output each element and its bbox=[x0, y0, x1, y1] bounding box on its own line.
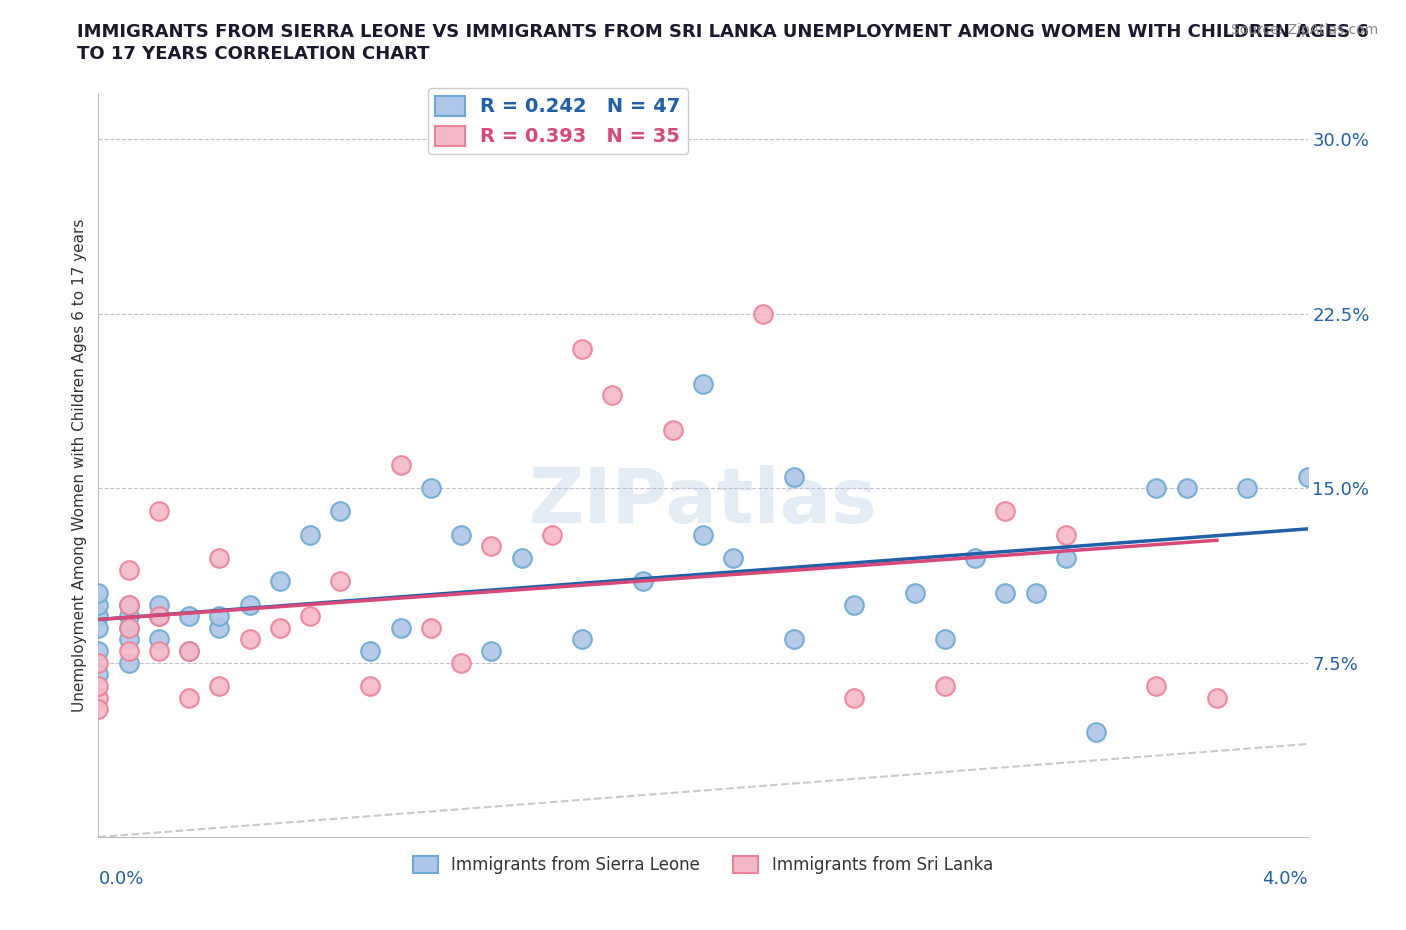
Point bbox=[1146, 679, 1168, 694]
Point bbox=[420, 481, 443, 496]
Point bbox=[118, 597, 141, 612]
Point bbox=[1146, 481, 1168, 496]
Point bbox=[844, 597, 866, 612]
Point bbox=[239, 597, 262, 612]
Point bbox=[87, 597, 110, 612]
Point bbox=[118, 656, 141, 671]
Point bbox=[602, 388, 624, 403]
Legend: Immigrants from Sierra Leone, Immigrants from Sri Lanka: Immigrants from Sierra Leone, Immigrants… bbox=[406, 849, 1000, 881]
Point bbox=[450, 527, 472, 542]
Point bbox=[1236, 481, 1258, 496]
Point bbox=[360, 679, 382, 694]
Point bbox=[208, 609, 231, 624]
Point bbox=[1296, 469, 1319, 484]
Point bbox=[389, 458, 412, 472]
Point bbox=[692, 376, 714, 391]
Point bbox=[299, 609, 322, 624]
Point bbox=[208, 679, 231, 694]
Point bbox=[1085, 725, 1108, 740]
Point bbox=[571, 341, 593, 356]
Text: 0.0%: 0.0% bbox=[98, 870, 143, 888]
Point bbox=[571, 632, 593, 647]
Point bbox=[179, 644, 201, 658]
Point bbox=[844, 690, 866, 705]
Point bbox=[148, 644, 170, 658]
Point bbox=[148, 597, 170, 612]
Point bbox=[783, 469, 806, 484]
Text: 4.0%: 4.0% bbox=[1263, 870, 1308, 888]
Point bbox=[723, 551, 745, 565]
Text: ZIPatlas: ZIPatlas bbox=[529, 465, 877, 539]
Point bbox=[148, 609, 170, 624]
Point bbox=[389, 620, 412, 635]
Point bbox=[87, 690, 110, 705]
Point bbox=[179, 609, 201, 624]
Point bbox=[692, 527, 714, 542]
Point bbox=[994, 586, 1017, 601]
Point bbox=[118, 620, 141, 635]
Point bbox=[1054, 551, 1077, 565]
Point bbox=[118, 632, 141, 647]
Point bbox=[179, 690, 201, 705]
Point bbox=[87, 679, 110, 694]
Point bbox=[87, 609, 110, 624]
Point bbox=[118, 620, 141, 635]
Point bbox=[510, 551, 533, 565]
Point bbox=[269, 574, 291, 589]
Point bbox=[1025, 586, 1047, 601]
Point bbox=[87, 644, 110, 658]
Point bbox=[239, 632, 262, 647]
Point bbox=[481, 644, 503, 658]
Point bbox=[661, 422, 683, 438]
Point bbox=[148, 632, 170, 647]
Point bbox=[481, 539, 503, 554]
Y-axis label: Unemployment Among Women with Children Ages 6 to 17 years: Unemployment Among Women with Children A… bbox=[72, 219, 87, 711]
Point bbox=[87, 667, 110, 682]
Point bbox=[934, 632, 956, 647]
Point bbox=[118, 644, 141, 658]
Point bbox=[631, 574, 654, 589]
Point bbox=[540, 527, 562, 542]
Point bbox=[360, 644, 382, 658]
Point bbox=[118, 597, 141, 612]
Point bbox=[783, 632, 806, 647]
Point bbox=[118, 609, 141, 624]
Point bbox=[208, 551, 231, 565]
Text: TO 17 YEARS CORRELATION CHART: TO 17 YEARS CORRELATION CHART bbox=[77, 45, 430, 62]
Point bbox=[87, 656, 110, 671]
Point bbox=[329, 574, 352, 589]
Point bbox=[1206, 690, 1229, 705]
Point bbox=[87, 702, 110, 717]
Point bbox=[965, 551, 987, 565]
Point bbox=[1175, 481, 1198, 496]
Point bbox=[179, 644, 201, 658]
Point bbox=[118, 562, 141, 577]
Point bbox=[1054, 527, 1077, 542]
Text: IMMIGRANTS FROM SIERRA LEONE VS IMMIGRANTS FROM SRI LANKA UNEMPLOYMENT AMONG WOM: IMMIGRANTS FROM SIERRA LEONE VS IMMIGRAN… bbox=[77, 23, 1369, 41]
Point bbox=[450, 656, 472, 671]
Point bbox=[934, 679, 956, 694]
Point bbox=[87, 620, 110, 635]
Point bbox=[208, 620, 231, 635]
Point bbox=[752, 307, 775, 322]
Text: Source: ZipAtlas.com: Source: ZipAtlas.com bbox=[1230, 23, 1378, 37]
Point bbox=[420, 620, 443, 635]
Point bbox=[994, 504, 1017, 519]
Point bbox=[329, 504, 352, 519]
Point bbox=[148, 504, 170, 519]
Point bbox=[904, 586, 927, 601]
Point bbox=[299, 527, 322, 542]
Point bbox=[87, 586, 110, 601]
Point bbox=[269, 620, 291, 635]
Point bbox=[148, 609, 170, 624]
